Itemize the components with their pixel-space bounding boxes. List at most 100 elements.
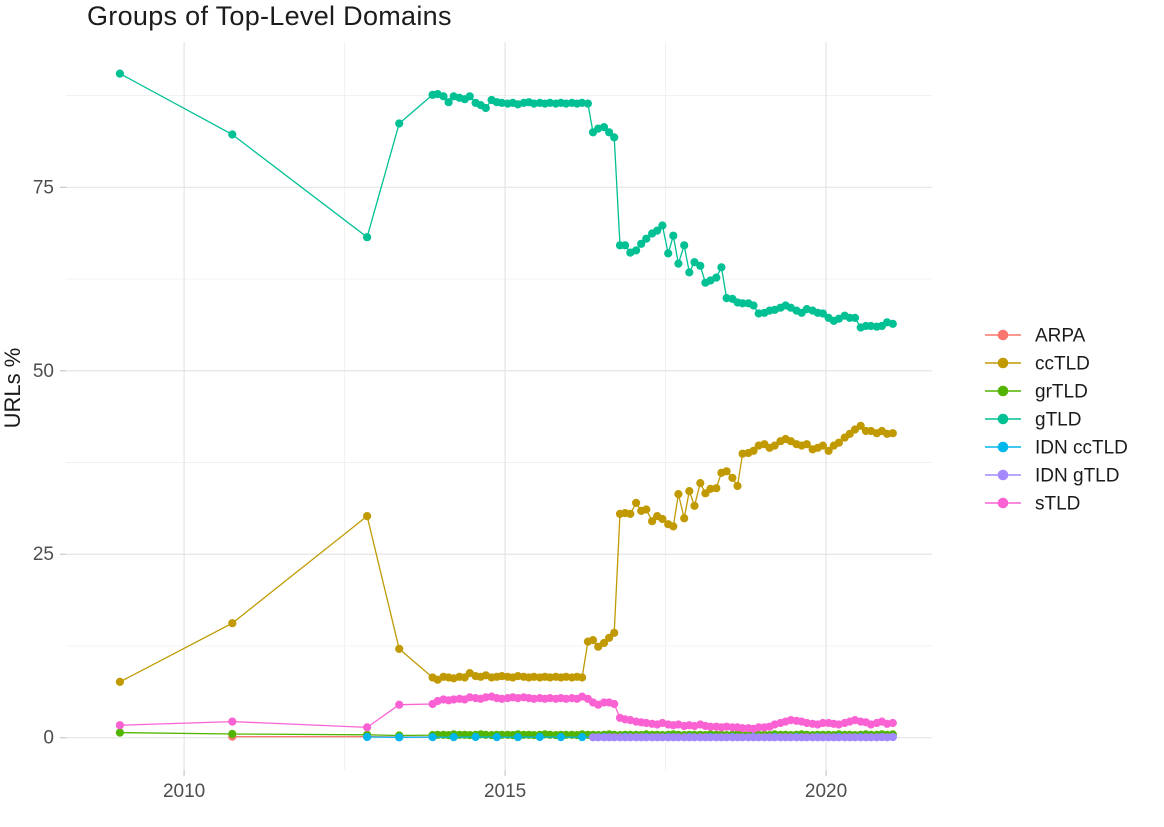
data-point-gtld	[818, 309, 828, 318]
data-point-stld	[706, 722, 715, 731]
data-point-gtld	[599, 123, 609, 132]
data-point-gtld	[465, 92, 474, 101]
data-point-gtld	[395, 119, 404, 128]
data-point-stld	[610, 699, 619, 709]
data-point-idn-cctld	[363, 732, 372, 742]
data-point-idn-gtld	[754, 733, 763, 742]
data-point-gtld	[621, 241, 630, 250]
data-point-cctld	[722, 467, 731, 476]
data-point-idn-gtld	[610, 733, 619, 742]
data-point-cctld	[115, 677, 124, 687]
gridlines	[66, 42, 932, 770]
data-point-stld	[888, 718, 897, 728]
data-point-gtld	[653, 226, 662, 235]
x-tick-label: 2020	[805, 781, 847, 802]
legend-key-dot	[997, 329, 1009, 341]
data-point-cctld	[818, 441, 828, 450]
data-point-idn-cctld	[449, 733, 458, 742]
data-point-gtld	[680, 241, 689, 250]
data-point-cctld	[888, 429, 897, 438]
series-layer	[115, 69, 897, 742]
legend-item-grtld: grTLD	[985, 382, 1088, 403]
data-point-gtld	[444, 98, 453, 107]
x-tick-label: 2015	[484, 781, 526, 802]
legend-label: sTLD	[1035, 494, 1080, 515]
data-point-idn-gtld	[706, 733, 715, 742]
data-point-gtld	[363, 233, 372, 242]
data-point-cctld	[712, 484, 721, 493]
data-point-gtld	[642, 234, 651, 243]
legend-key-dot	[997, 357, 1009, 369]
data-point-cctld	[856, 421, 865, 430]
data-point-grtld	[228, 729, 237, 739]
data-point-gtld	[439, 92, 448, 101]
legend: ARPA ccTLD grTLD gTLD IDN ccTLD IDN gTLD sTLD	[985, 326, 1128, 515]
legend-item-idn-gtld: IDN gTLD	[985, 466, 1119, 487]
data-point-idn-cctld	[471, 732, 480, 742]
data-point-idn-gtld	[594, 733, 603, 742]
legend-label: IDN ccTLD	[1035, 438, 1128, 459]
series-idn-gtld	[588, 732, 897, 742]
data-point-gtld	[850, 313, 860, 322]
data-point-cctld	[680, 514, 689, 523]
legend-item-gtld: gTLD	[985, 410, 1081, 431]
data-point-idn-gtld	[786, 733, 795, 742]
axis-tick-labels: 2010 2015 2020 0 25 50 75	[33, 177, 847, 802]
legend-key-dot	[997, 497, 1009, 509]
data-point-cctld	[363, 511, 372, 521]
series-line-gtld	[119, 73, 893, 329]
data-point-gtld	[664, 249, 673, 258]
data-point-stld	[228, 717, 237, 726]
y-tick-label: 75	[33, 177, 54, 198]
data-point-cctld	[770, 441, 779, 450]
data-point-idn-gtld	[690, 733, 699, 742]
data-point-cctld	[669, 522, 678, 531]
data-point-idn-gtld	[738, 733, 747, 742]
data-point-gtld	[696, 261, 705, 270]
data-point-gtld	[632, 246, 641, 255]
data-point-gtld	[669, 231, 678, 240]
legend-key-dot	[997, 413, 1009, 425]
data-point-gtld	[637, 239, 646, 248]
data-point-idn-gtld	[722, 733, 731, 742]
data-point-idn-cctld	[492, 733, 501, 742]
series-cctld	[115, 421, 897, 687]
data-point-gtld	[712, 273, 721, 282]
data-point-gtld	[658, 221, 667, 230]
data-point-idn-gtld	[802, 733, 811, 742]
data-point-cctld	[588, 636, 598, 645]
data-point-cctld	[632, 498, 641, 507]
series-gtld	[115, 69, 897, 332]
axis-ticks	[60, 186, 827, 776]
legend-key-dot	[997, 441, 1009, 453]
legend-key-dot	[997, 469, 1009, 481]
data-point-stld	[754, 723, 763, 732]
series-stld	[115, 692, 897, 734]
x-tick-label: 2010	[163, 781, 205, 802]
data-point-idn-gtld	[658, 733, 667, 742]
data-point-idn-cctld	[556, 733, 566, 742]
data-point-cctld	[696, 479, 705, 488]
data-point-cctld	[733, 481, 742, 491]
legend-label: ARPA	[1035, 326, 1086, 347]
data-point-gtld	[749, 301, 758, 310]
data-point-cctld	[749, 446, 758, 455]
data-point-idn-cctld	[578, 733, 587, 742]
data-point-gtld	[738, 299, 747, 308]
data-point-idn-gtld	[770, 733, 779, 742]
data-point-gtld	[228, 130, 237, 139]
data-point-cctld	[674, 490, 683, 499]
data-point-cctld	[728, 473, 737, 482]
data-point-idn-cctld	[535, 732, 544, 742]
legend-label: IDN gTLD	[1035, 466, 1119, 487]
legend-label: ccTLD	[1035, 354, 1090, 375]
data-point-stld	[738, 724, 747, 733]
chart-title: Groups of Top-Level Domains	[87, 1, 452, 31]
data-point-cctld	[658, 514, 667, 524]
data-point-gtld	[481, 103, 490, 113]
data-point-gtld	[115, 69, 124, 78]
data-point-gtld	[605, 128, 614, 137]
y-tick-label: 0	[43, 728, 54, 749]
legend-label: gTLD	[1035, 410, 1081, 431]
